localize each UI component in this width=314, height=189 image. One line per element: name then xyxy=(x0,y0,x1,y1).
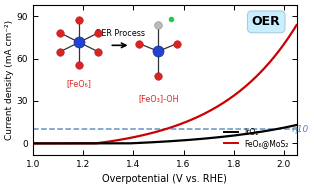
Legend: IrO₂, FeO₆@MoS₂: IrO₂, FeO₆@MoS₂ xyxy=(223,126,290,149)
Text: OER Process: OER Process xyxy=(95,29,145,38)
Text: η10: η10 xyxy=(291,125,309,134)
X-axis label: Overpotential (V vs. RHE): Overpotential (V vs. RHE) xyxy=(102,174,227,184)
Y-axis label: Current density (mA cm⁻²): Current density (mA cm⁻²) xyxy=(5,20,14,140)
Text: OER: OER xyxy=(252,15,281,28)
